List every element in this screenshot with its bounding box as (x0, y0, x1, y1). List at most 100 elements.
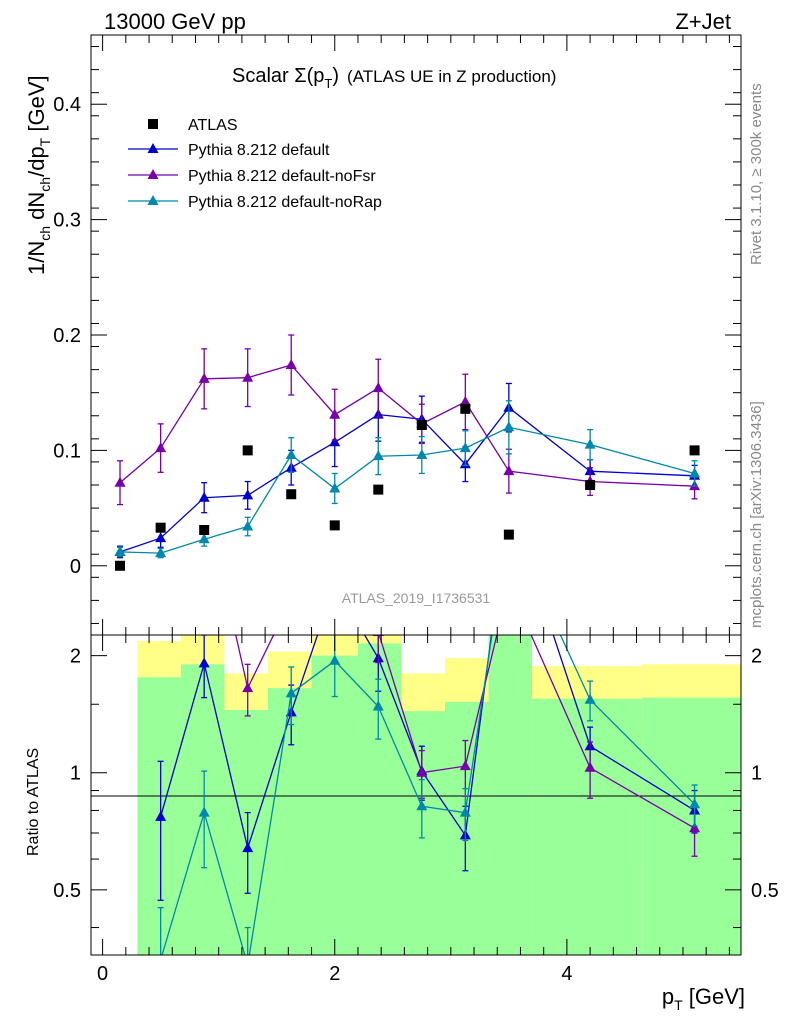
data-point-atlas (416, 420, 427, 430)
data-point-nofsr (503, 465, 515, 476)
ratio-point-norap (503, 516, 514, 526)
data-point-atlas (373, 484, 384, 495)
ratio-point-norap (584, 693, 596, 704)
legend-item-atlas: ATLAS (148, 117, 238, 134)
uncertainty-band-inner (224, 709, 269, 955)
x-tick-label: 0 (97, 963, 108, 985)
title-close: ) (332, 65, 339, 87)
x-axis-label: pT [GeV] (662, 984, 745, 1013)
data-point-atlas (155, 522, 166, 533)
analysis-watermark: ATLAS_2019_I1736531 (342, 590, 491, 606)
title-sub: T (324, 76, 332, 91)
data-point-atlas (199, 525, 210, 535)
data-point-default (242, 489, 254, 500)
ratio-point-norap (372, 700, 384, 711)
main-y-ticks: 0 0.1 0.2 0.3 0.4 (53, 35, 741, 635)
legend: ATLAS Pythia 8.212 default Pythia 8.212 … (128, 117, 382, 211)
data-point-atlas (286, 489, 297, 500)
ylabel-part-4: /dp (24, 146, 49, 177)
data-point-atlas (689, 445, 700, 456)
main-y-tick-label: 0 (70, 556, 81, 578)
data-point-default (155, 532, 167, 543)
ratio-bands (137, 635, 741, 955)
ratio-point-nofsr (503, 579, 514, 589)
ratio-point-nofsr (689, 822, 701, 833)
legend-atlas-label: ATLAS (188, 117, 238, 134)
ratio-point-norap (329, 654, 341, 665)
title-main: Scalar Σ(p (232, 65, 324, 87)
legend-norap-marker (147, 195, 159, 205)
legend-item-norap: Pythia 8.212 default-noRap (128, 194, 382, 211)
x-tick-label: 2 (329, 963, 340, 985)
ratio-point-nofsr (584, 761, 596, 772)
ratio-point-norap (416, 800, 428, 811)
ratio-point-norap (242, 959, 253, 969)
ratio-line-nofsr (235, 635, 695, 829)
ratio-point-norap (285, 687, 297, 698)
data-point-atlas (115, 560, 126, 571)
main-marks (114, 334, 701, 571)
data-point-norap (372, 450, 384, 461)
ratio-point-nofsr (329, 546, 340, 556)
rivet-label: Rivet 3.1.10, ≥ 300k events (748, 83, 765, 265)
mcplots-label: mcplots.cern.ch [arXiv:1306.3436] (748, 401, 765, 628)
ratio-y-label: Ratio to ATLAS (25, 748, 42, 856)
legend-atlas-marker (148, 119, 158, 129)
data-point-nofsr (459, 395, 471, 406)
ratio-y-tick-label-right: 0.5 (751, 880, 779, 902)
series-line-norap (119, 426, 695, 554)
data-point-nofsr (285, 359, 297, 369)
data-point-nofsr (114, 476, 126, 487)
ylabel-part-5: T (37, 137, 53, 146)
data-point-norap (285, 449, 297, 459)
data-point-nofsr (329, 408, 341, 419)
uncertainty-band-inner (357, 643, 402, 955)
ratio-point-default (198, 657, 210, 668)
data-point-norap (584, 438, 596, 449)
ratio-point-norap (198, 806, 210, 817)
ratio-point-norap (160, 954, 162, 955)
data-point-nofsr (155, 442, 167, 453)
ratio-point-nofsr (459, 760, 471, 771)
ratio-marks (155, 495, 701, 969)
legend-nofsr-label: Pythia 8.212 default-noFsr (188, 168, 376, 185)
ratio-y-tick-label: 2 (70, 646, 81, 668)
main-y-tick-label: 0.1 (53, 440, 81, 462)
x-tick-label: 4 (561, 963, 572, 985)
legend-nofsr-marker (147, 169, 159, 179)
title-rest: (ATLAS UE in Z production) (347, 67, 556, 86)
ratio-point-norap (459, 806, 471, 817)
data-point-atlas (460, 403, 471, 414)
data-point-norap (155, 547, 167, 558)
data-point-norap (198, 533, 210, 544)
legend-item-default: Pythia 8.212 default (128, 142, 330, 159)
data-point-nofsr (372, 382, 384, 393)
ratio-point-default (242, 842, 254, 853)
data-point-norap (114, 545, 126, 556)
ratio-ticks: 0.5 0.5 1 1 2 2 0 2 4 (53, 635, 779, 985)
uncertainty-band-inner (311, 655, 358, 955)
data-point-default (198, 491, 210, 502)
data-point-atlas (329, 520, 340, 531)
data-point-nofsr (198, 372, 210, 383)
ratio-point-default (329, 578, 340, 588)
uncertainty-band-inner (488, 635, 533, 955)
uncertainty-band-inner (268, 688, 312, 955)
legend-item-nofsr: Pythia 8.212 default-noFsr (128, 168, 376, 185)
xlabel-main: p (662, 984, 674, 1009)
ylabel-part-3: ch (37, 177, 53, 192)
main-y-tick-label: 0.3 (53, 210, 81, 232)
main-y-label: 1/Nch dNch/dpT [GeV] (24, 75, 53, 275)
data-point-atlas (242, 445, 253, 456)
ratio-point-nofsr (242, 682, 254, 693)
ratio-point-default (155, 810, 167, 821)
data-point-norap (242, 520, 254, 531)
header-left: 13000 GeV pp (104, 9, 246, 34)
data-point-default (329, 436, 341, 447)
ylabel-part-6: [GeV] (24, 75, 49, 137)
ratio-point-default (503, 495, 514, 505)
ylabel-part-2: dN (24, 192, 49, 226)
data-point-norap (329, 482, 341, 493)
legend-norap-label: Pythia 8.212 default-noRap (188, 194, 382, 211)
